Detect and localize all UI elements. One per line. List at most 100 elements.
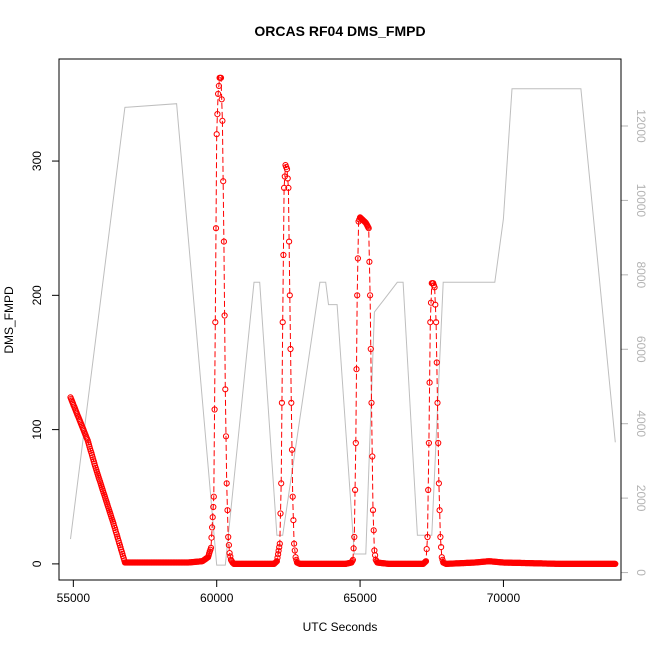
- dms-point: [218, 96, 225, 103]
- dms-point: [354, 292, 361, 299]
- y-tick-right-label: 0: [634, 569, 648, 576]
- y-tick-label: 100: [30, 419, 44, 439]
- dms-point: [288, 399, 295, 406]
- dms-point: [214, 111, 221, 118]
- dms-point: [276, 544, 283, 551]
- dms-point: [612, 560, 619, 568]
- dms-point: [208, 534, 215, 541]
- dms-point: [278, 480, 285, 487]
- dms-point: [217, 74, 225, 81]
- dms-point: [351, 533, 358, 541]
- dms-point: [438, 544, 445, 551]
- dms-point: [210, 503, 217, 511]
- dms-point: [367, 292, 374, 299]
- dms-point: [209, 524, 216, 531]
- dms-point: [213, 131, 220, 138]
- plot-frame: [58, 58, 622, 581]
- dms-point: [274, 554, 281, 561]
- dms-point: [281, 184, 288, 191]
- dms-point: [422, 558, 430, 565]
- dms-point: [284, 175, 291, 182]
- dms-point: [212, 225, 220, 232]
- y-tick-label: 300: [30, 151, 44, 171]
- dms-point: [423, 546, 430, 553]
- dms-point: [291, 540, 298, 547]
- dms-point: [435, 439, 442, 447]
- dms-point: [212, 319, 219, 326]
- y-tick-label: 0: [30, 560, 44, 567]
- dms-point: [215, 90, 222, 98]
- dms-point: [286, 292, 293, 299]
- dms-point: [365, 225, 372, 232]
- dms-point: [350, 545, 357, 552]
- altitude-line: [70, 88, 616, 566]
- dms-point: [425, 439, 432, 447]
- x-tick-label: 55000: [57, 591, 91, 605]
- dms-point: [432, 301, 439, 308]
- dms-point: [278, 399, 285, 406]
- dms-point: [220, 238, 227, 245]
- dms-point: [219, 117, 226, 124]
- dms-point: [433, 319, 440, 326]
- dms-point: [289, 493, 296, 500]
- y-tick-right-label: 4000: [634, 410, 648, 437]
- dms-point: [223, 480, 230, 487]
- x-axis-title: UTC Seconds: [303, 620, 378, 634]
- dms-point: [425, 486, 432, 494]
- dms-point: [424, 533, 431, 541]
- y-tick-right-label: 10000: [634, 184, 648, 218]
- dms-point: [275, 551, 282, 558]
- dms-point: [366, 258, 373, 265]
- dms-point: [211, 406, 218, 413]
- dms-point: [225, 533, 232, 541]
- dms-point: [275, 547, 282, 554]
- dms-point: [427, 319, 434, 326]
- dms-point: [276, 540, 283, 547]
- dms-point: [367, 345, 374, 353]
- chart-title: ORCAS RF04 DMS_FMPD: [254, 23, 425, 39]
- altitude-series-layer: [70, 88, 616, 566]
- dms-point: [207, 544, 215, 551]
- dms-point: [209, 514, 216, 521]
- dms-point: [291, 547, 298, 554]
- dms-point: [221, 312, 228, 319]
- dms-point: [226, 550, 233, 557]
- dms-point: [273, 558, 280, 565]
- dms-point: [435, 480, 442, 487]
- dms-line: [70, 77, 616, 565]
- x-tick-label: 60000: [200, 591, 234, 605]
- x-tick-label: 70000: [487, 591, 521, 605]
- y-tick-right-label: 2000: [634, 485, 648, 512]
- dms-point: [353, 366, 360, 373]
- y-tick-right-label: 8000: [634, 261, 648, 288]
- dms-point: [277, 510, 284, 517]
- dms-point: [222, 386, 229, 393]
- dms-point: [436, 507, 443, 514]
- y-tick-right-label: 12000: [634, 109, 648, 143]
- dms-point: [370, 527, 377, 534]
- dms-point: [431, 284, 438, 291]
- dms-point: [279, 319, 286, 326]
- x-tick-label: 65000: [343, 591, 377, 605]
- dms-point: [285, 184, 292, 191]
- dms-point: [210, 493, 217, 500]
- dms-point: [433, 359, 440, 366]
- dms-point: [352, 439, 359, 447]
- dms-point: [290, 517, 297, 524]
- dms-point: [426, 379, 433, 386]
- dms-point: [215, 82, 222, 90]
- y-axis-title: DMS_FMPD: [2, 286, 16, 354]
- y-tick-right-label: 6000: [634, 336, 648, 363]
- dms-point: [286, 238, 293, 245]
- dms-point: [288, 446, 296, 453]
- dms-point: [349, 556, 356, 564]
- dms-point: [434, 399, 441, 406]
- dms-point: [354, 255, 361, 262]
- dms-point: [369, 507, 377, 514]
- dms-point: [283, 166, 291, 173]
- dms-point: [368, 399, 375, 406]
- dms-point: [222, 433, 230, 440]
- dms-point: [369, 453, 376, 460]
